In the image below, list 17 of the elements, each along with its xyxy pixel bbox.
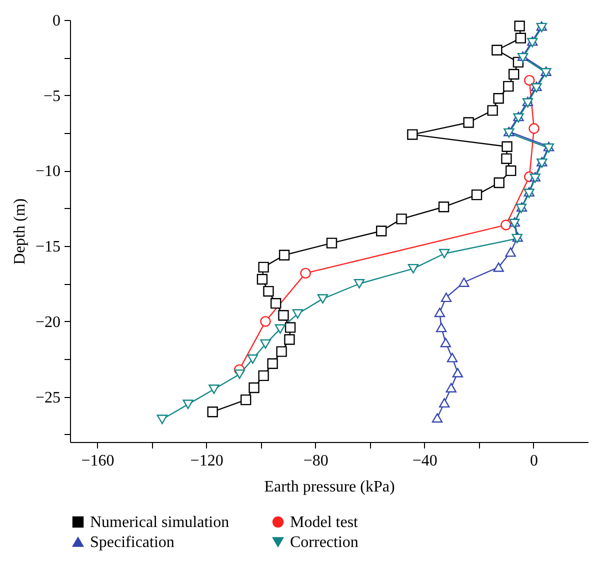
x-tick-label: −40 — [412, 452, 438, 470]
y-tick-label: −10 — [35, 163, 60, 180]
legend-label: Model test — [290, 514, 359, 531]
legend-label: Correction — [290, 534, 358, 551]
x-tick-label: −120 — [190, 452, 224, 470]
y-tick-label: −20 — [35, 314, 60, 331]
x-tick-label: −160 — [81, 452, 114, 470]
y-tick-label: −5 — [43, 88, 60, 105]
y-tick-label: 0 — [52, 12, 60, 30]
x-axis-title: Earth pressure (kPa) — [264, 478, 395, 496]
x-tick-label: 0 — [530, 452, 538, 470]
legend-label: Specification — [90, 534, 174, 551]
legend-label: Numerical simulation — [90, 514, 230, 531]
y-tick-label: −25 — [35, 389, 60, 406]
y-axis-title: Depth (m) — [11, 198, 28, 265]
y-tick-label: −15 — [35, 238, 60, 256]
x-tick-label: −80 — [303, 452, 328, 470]
